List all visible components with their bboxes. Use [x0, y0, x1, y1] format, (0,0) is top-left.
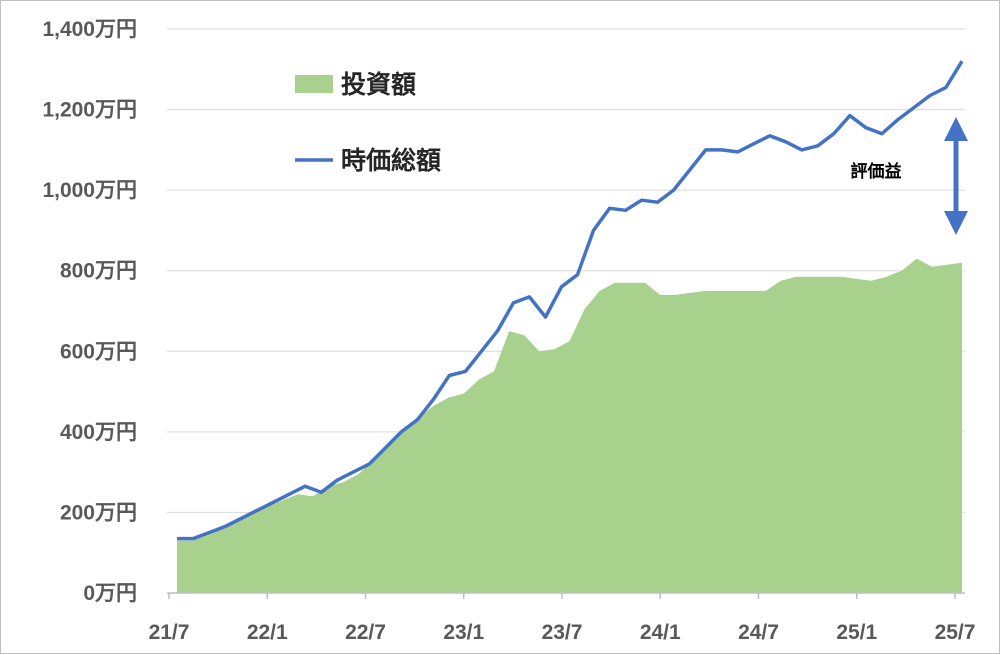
gain-arrow-head-up	[944, 117, 968, 141]
unrealized-gain-annotation: 評価益	[851, 117, 968, 235]
x-tick-label: 25/7	[935, 621, 976, 644]
legend-label-investment: 投資額	[341, 70, 416, 99]
y-tick-label: 800万円	[60, 260, 137, 283]
x-tick-label: 24/7	[738, 621, 779, 644]
y-tick-label: 0万円	[83, 582, 137, 605]
investment-area	[177, 258, 962, 593]
y-tick-label: 1,400万円	[42, 18, 137, 41]
x-tick-label: 22/7	[345, 621, 386, 644]
market-value-line-series	[177, 60, 964, 541]
x-tick-label: 25/1	[836, 621, 877, 644]
x-tick-label: 23/7	[542, 621, 583, 644]
y-tick-label: 600万円	[60, 340, 137, 363]
x-tick-label: 22/1	[247, 621, 288, 644]
y-tick-label: 1,000万円	[42, 179, 137, 202]
gain-label: 評価益	[851, 161, 902, 182]
investment-area-series	[177, 258, 962, 593]
x-tick-label: 24/1	[640, 621, 681, 644]
market-value-line	[177, 60, 964, 541]
y-tick-label: 400万円	[60, 421, 137, 444]
y-tick-label: 1,200万円	[42, 99, 137, 122]
y-tick-label: 200万円	[60, 501, 137, 524]
x-tick-label: 23/1	[443, 621, 484, 644]
legend-label-market-value: 時価総額	[341, 146, 441, 175]
x-tick-label: 21/7	[149, 621, 190, 644]
gain-arrow-head-down	[944, 211, 968, 235]
y-axis-ticks: 0万円 200万円 400万円 600万円 800万円 1,000万円 1,200万円 1,4…	[42, 18, 137, 605]
x-axis: 21/7 22/1 22/7 23/1 23/7 24/1 24/7 25/1 25/7	[149, 592, 976, 644]
legend-swatch-investment	[295, 75, 333, 93]
